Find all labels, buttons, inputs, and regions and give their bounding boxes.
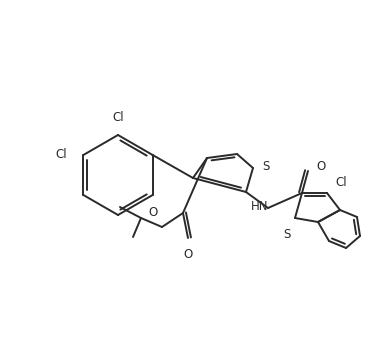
Text: S: S bbox=[284, 228, 291, 241]
Text: O: O bbox=[149, 206, 158, 219]
Text: O: O bbox=[183, 248, 193, 261]
Text: Cl: Cl bbox=[335, 177, 346, 190]
Text: Cl: Cl bbox=[112, 111, 124, 124]
Text: Cl: Cl bbox=[56, 149, 67, 162]
Text: S: S bbox=[262, 160, 270, 173]
Text: HN: HN bbox=[250, 200, 268, 214]
Text: O: O bbox=[316, 160, 325, 173]
